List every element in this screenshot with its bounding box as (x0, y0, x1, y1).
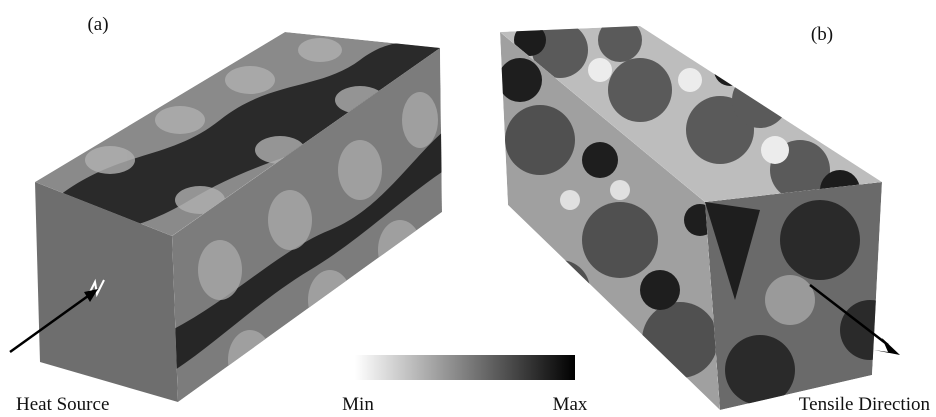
block-a (35, 32, 460, 402)
panel-label: (a) (87, 14, 108, 35)
colorbar (355, 355, 575, 380)
annotation: Tensile Direction (799, 394, 931, 415)
block-b (498, 18, 900, 410)
figure: (a) (b) Heat Source Min Max Tensile Dire… (0, 0, 936, 417)
colorbar-max-label: Max (553, 394, 588, 415)
colorbar-min-label: Min (342, 394, 374, 415)
arrow-head (874, 338, 900, 355)
annotation: Heat Source (16, 394, 109, 415)
panel-label: (b) (811, 24, 833, 45)
